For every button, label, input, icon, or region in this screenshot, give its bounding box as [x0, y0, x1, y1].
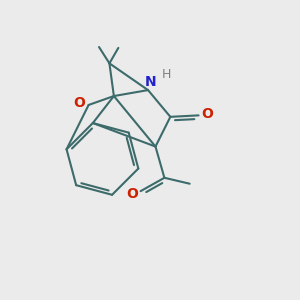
Text: O: O	[126, 187, 138, 201]
Text: H: H	[162, 68, 171, 81]
Text: O: O	[201, 107, 213, 121]
Text: N: N	[145, 75, 157, 89]
Text: O: O	[73, 97, 85, 110]
